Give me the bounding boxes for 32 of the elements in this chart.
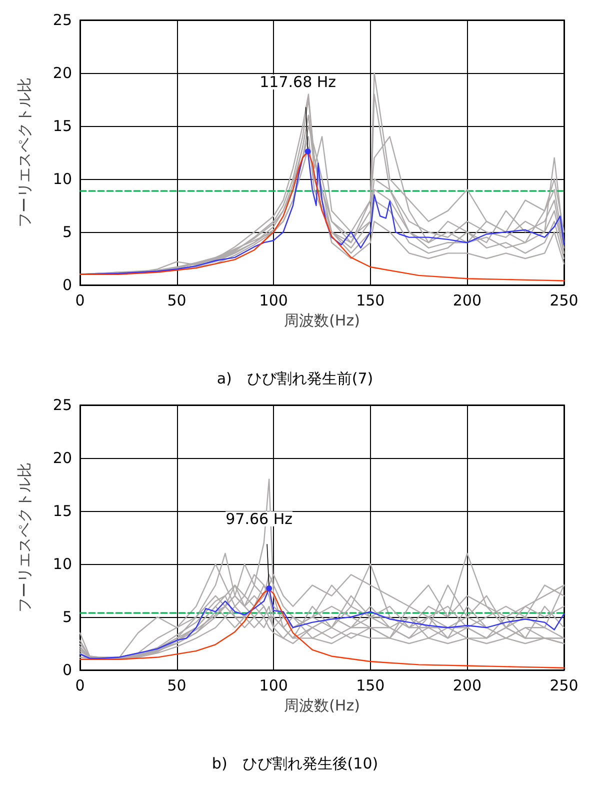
y-tick-label: 15 (52, 117, 72, 135)
y-tick-label: 20 (52, 64, 72, 82)
y-axis-title: フーリエスペクトル比 (16, 78, 34, 228)
y-tick-label: 0 (62, 276, 72, 294)
x-tick-label: 100 (259, 292, 288, 310)
y-tick-label: 10 (52, 170, 72, 188)
text: a) ひび割れ発生前(7) (216, 370, 374, 388)
y-tick-label: 25 (52, 11, 72, 29)
x-tick-label: 250 (550, 292, 578, 310)
y-tick-label: 0 (62, 661, 72, 679)
y-tick-label: 5 (62, 223, 72, 241)
y-tick-label: 5 (62, 608, 72, 626)
x-tick-label: 150 (356, 292, 385, 310)
y-tick-label: 20 (52, 449, 72, 467)
x-tick-label: 100 (259, 676, 288, 694)
x-axis-title: 周波数(Hz) (284, 696, 360, 714)
text: b) ひび割れ発生後(10) (212, 754, 378, 772)
y-tick-label: 25 (52, 396, 72, 414)
x-tick-label: 200 (452, 292, 482, 310)
y-tick-label: 15 (52, 502, 72, 520)
x-tick-label: 50 (167, 676, 186, 694)
x-tick-label: 0 (75, 292, 85, 310)
y-tick-label: 10 (52, 555, 72, 573)
x-tick-label: 200 (452, 676, 482, 694)
x-tick-label: 150 (356, 676, 385, 694)
y-axis-title: フーリエスペクトル比 (16, 462, 34, 612)
x-tick-label: 0 (75, 676, 85, 694)
x-tick-label: 50 (167, 292, 186, 310)
x-axis-title: 周波数(Hz) (284, 312, 360, 330)
x-tick-label: 250 (550, 676, 578, 694)
annotation: 97.66 Hz (226, 510, 293, 528)
annotation: 117.68 Hz (260, 72, 336, 91)
